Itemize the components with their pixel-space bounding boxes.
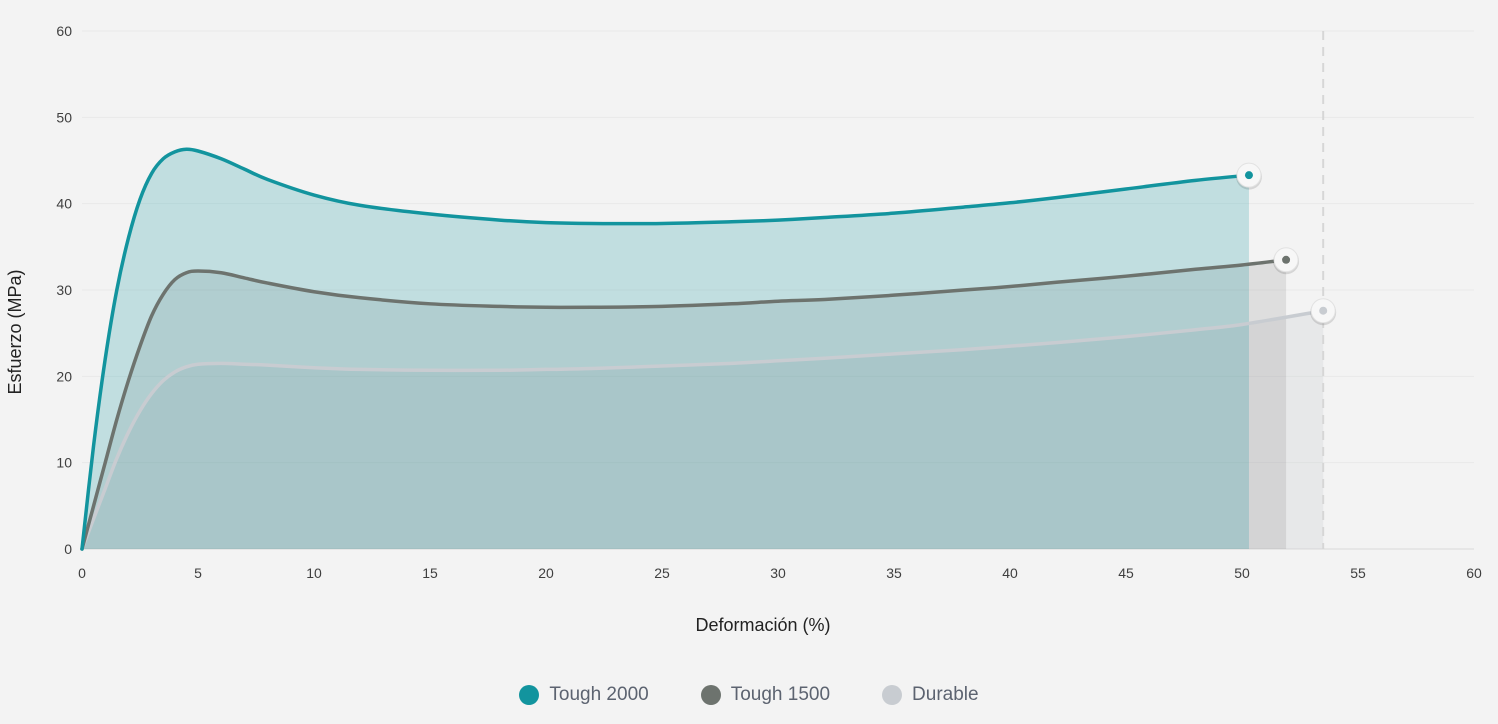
x-tick-label: 60 — [1466, 565, 1482, 581]
y-tick-label: 20 — [56, 368, 72, 384]
area-tough-2000 — [82, 149, 1249, 550]
x-tick-label: 50 — [1234, 565, 1250, 581]
y-tick-label: 10 — [56, 455, 72, 471]
marker-dot — [1319, 306, 1328, 315]
legend-item-tough-2000[interactable]: Tough 2000 — [519, 684, 649, 706]
x-tick-label: 45 — [1118, 565, 1134, 581]
x-tick-label: 5 — [194, 565, 202, 581]
end-marker-durable[interactable] — [1310, 298, 1337, 326]
legend-label-tough-2000: Tough 2000 — [549, 684, 649, 705]
series-end-markers — [1235, 162, 1337, 326]
end-marker-tough-2000[interactable] — [1235, 162, 1262, 190]
x-tick-label: 55 — [1350, 565, 1366, 581]
marker-dot — [1282, 255, 1291, 264]
y-tick-label: 60 — [56, 23, 72, 39]
y-tick-label: 50 — [56, 109, 72, 125]
x-tick-label: 30 — [770, 565, 786, 581]
y-axis-ticks: 0 10 20 30 40 50 60 — [56, 23, 72, 557]
x-tick-label: 25 — [654, 565, 670, 581]
legend-label-durable: Durable — [912, 684, 979, 705]
legend: Tough 2000 Tough 1500 Durable — [0, 684, 1498, 706]
legend-swatch-tough-1500 — [700, 685, 721, 705]
y-tick-label: 30 — [56, 282, 72, 298]
x-tick-label: 35 — [886, 565, 902, 581]
x-tick-label: 20 — [538, 565, 554, 581]
legend-swatch-tough-2000 — [519, 685, 540, 705]
series-lines — [80, 147, 1325, 551]
area-tough-1500 — [82, 259, 1287, 549]
line-durable — [80, 308, 1325, 551]
legend-item-durable[interactable]: Durable — [882, 684, 979, 706]
legend-swatch-durable — [882, 685, 903, 705]
y-tick-label: 40 — [56, 196, 72, 212]
x-axis-ticks: 0 5 10 15 20 25 30 35 40 45 50 55 60 — [78, 565, 1482, 581]
x-tick-label: 10 — [306, 565, 322, 581]
x-tick-label: 15 — [422, 565, 438, 581]
end-marker-tough-1500[interactable] — [1273, 247, 1300, 275]
legend-label-tough-1500: Tough 1500 — [730, 684, 831, 705]
x-axis-title: Deformación (%) — [695, 615, 830, 635]
line-tough-2000 — [80, 147, 1251, 551]
line-tough-1500 — [80, 258, 1288, 551]
y-tick-label: 0 — [64, 541, 72, 557]
series-areas — [82, 149, 1324, 550]
y-axis-title: Esfuerzo (MPa) — [5, 269, 25, 394]
legend-item-tough-1500[interactable]: Tough 1500 — [700, 684, 831, 706]
marker-dot — [1244, 171, 1253, 180]
x-tick-label: 40 — [1002, 565, 1018, 581]
x-tick-label: 0 — [78, 565, 86, 581]
